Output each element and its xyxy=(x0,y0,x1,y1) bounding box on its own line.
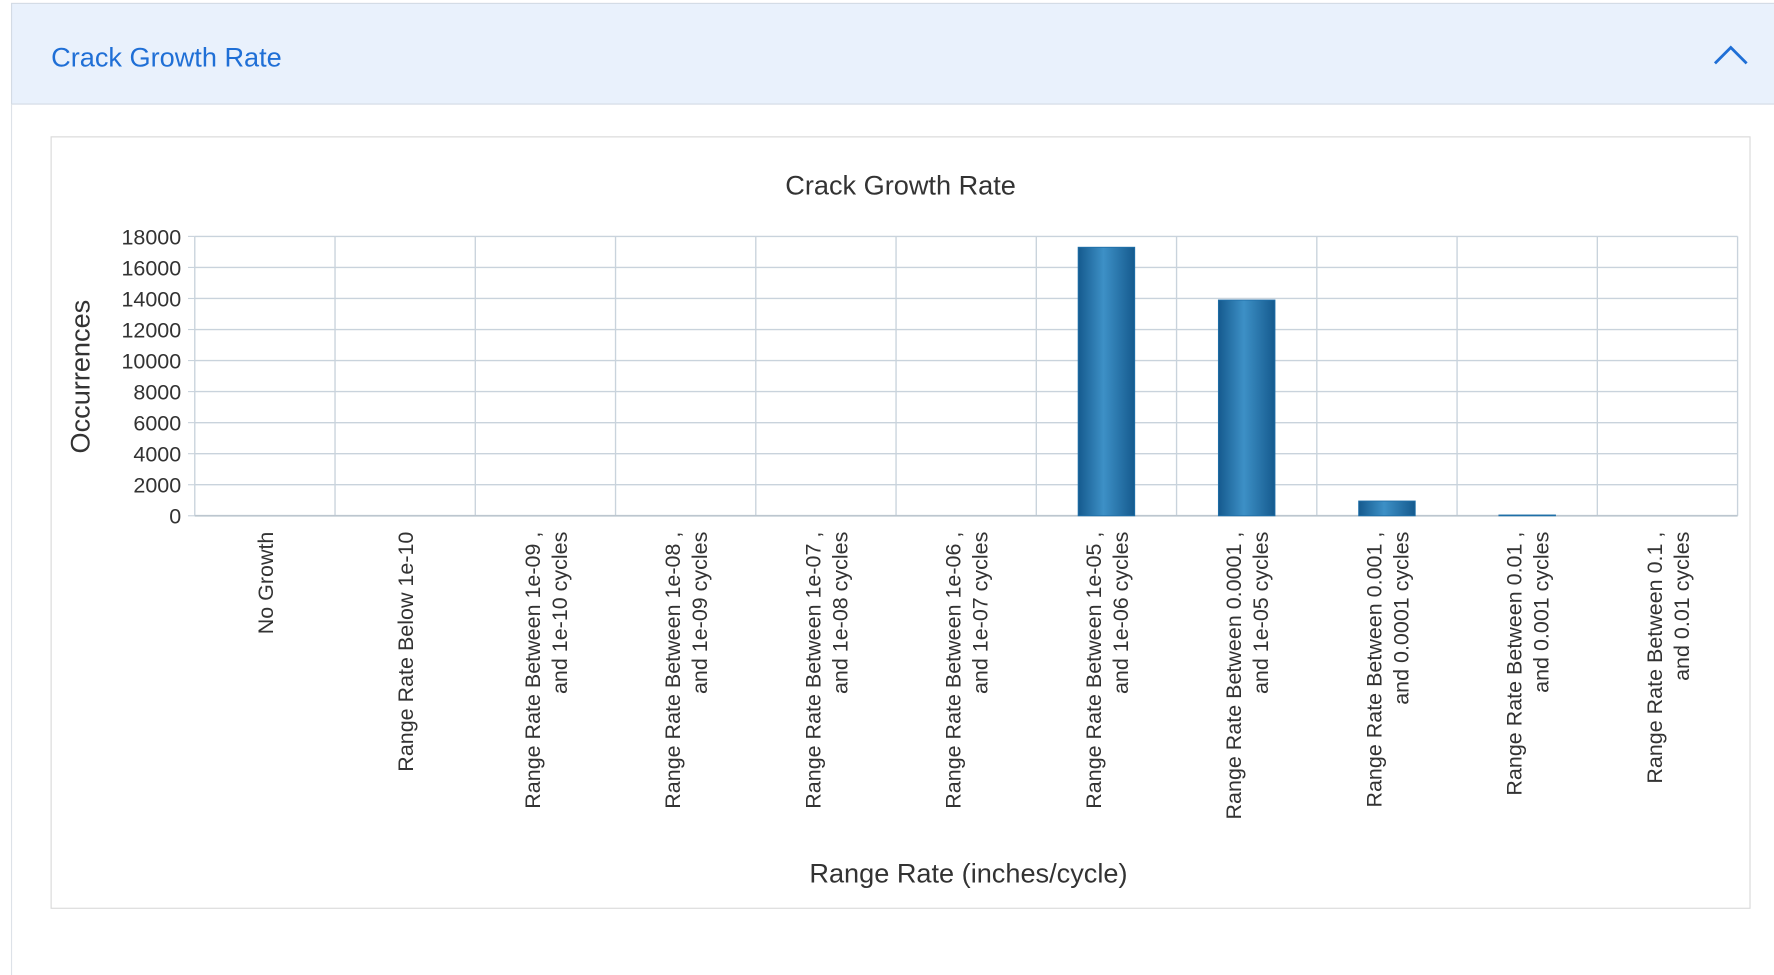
bar xyxy=(1077,246,1136,517)
x-tick-label: Range Rate Between 1e-05 , and 1e-06 cycl… xyxy=(1082,532,1133,809)
x-tick-label-line: and 0.0001 cycles xyxy=(1389,532,1413,705)
x-tick-label: Range Rate Between 0.001 , and 0.0001 cyc… xyxy=(1362,532,1413,808)
y-tick-label: 4000 xyxy=(133,443,181,467)
x-tick-label-line: and 0.01 cycles xyxy=(1670,532,1694,681)
x-tick-label-line: Range Rate Between 1e-07 , xyxy=(801,532,825,809)
y-tick-label: 18000 xyxy=(121,225,181,249)
y-tick-label: 2000 xyxy=(133,474,181,498)
bar xyxy=(1217,299,1276,517)
x-tick-label-line: and 1e-07 cycles xyxy=(969,532,993,694)
x-tick-label-line: and 1e-05 cycles xyxy=(1249,532,1273,694)
x-tick-label-line: Range Rate Between 0.01 , xyxy=(1503,532,1527,796)
x-tick-label-line: Range Rate Between 1e-05 , xyxy=(1082,532,1106,809)
x-tick-label: Range Rate Between 1e-08 , and 1e-09 cycl… xyxy=(661,532,712,809)
x-tick-label-line: Range Rate Between 0.0001 , xyxy=(1222,532,1246,820)
x-tick-label-line: and 1e-09 cycles xyxy=(688,532,712,694)
bar xyxy=(1358,500,1416,517)
x-tick-label-line: Range Rate Between 1e-09 , xyxy=(521,532,545,809)
y-tick-label: 14000 xyxy=(121,287,181,311)
panel-header[interactable] xyxy=(10,2,1774,105)
x-tick-label-line: and 1e-06 cycles xyxy=(1109,532,1133,694)
x-tick-label: Range Rate Below 1e-10 xyxy=(394,532,418,772)
chart-box xyxy=(50,136,1751,909)
x-tick-label: Range Rate Between 1e-07 , and 1e-08 cycl… xyxy=(801,532,852,809)
x-tick-label: Range Rate Between 1e-06 , and 1e-07 cycl… xyxy=(942,532,993,809)
y-tick-label: 12000 xyxy=(121,318,181,342)
collapse-icon[interactable] xyxy=(1713,45,1748,65)
y-tick-label: 0 xyxy=(169,505,181,529)
x-tick-label-line: Range Rate Between 1e-06 , xyxy=(942,532,966,809)
y-tick-label: 16000 xyxy=(121,256,181,280)
panel-title[interactable]: Crack Growth Rate xyxy=(51,42,282,73)
x-tick-label: No Growth xyxy=(254,532,278,635)
x-tick-label-line: Range Rate Between 0.001 , xyxy=(1362,532,1386,808)
x-tick-label-line: No Growth xyxy=(254,532,278,635)
x-tick-label-line: Range Rate Below 1e-10 xyxy=(394,532,418,772)
y-axis-label: Occurrences xyxy=(65,300,96,454)
x-tick-label: Range Rate Between 0.01 , and 0.001 cycle… xyxy=(1503,532,1554,796)
y-tick-label: 8000 xyxy=(133,381,181,405)
bar xyxy=(1498,514,1556,517)
x-tick-label-line: and 1e-08 cycles xyxy=(828,532,852,694)
x-tick-label-line: Range Rate Between 1e-08 , xyxy=(661,532,685,809)
x-tick-label-line: and 1e-10 cycles xyxy=(548,532,572,694)
y-tick-label: 10000 xyxy=(121,349,181,373)
x-tick-label: Range Rate Between 1e-09 , and 1e-10 cycl… xyxy=(521,532,572,809)
x-tick-label: Range Rate Between 0.1 , and 0.01 cycles xyxy=(1643,532,1694,784)
x-tick-label-line: and 0.001 cycles xyxy=(1530,532,1554,693)
y-tick-label: 6000 xyxy=(133,412,181,436)
x-tick-label-line: Range Rate Between 0.1 , xyxy=(1643,532,1667,784)
x-tick-label: Range Rate Between 0.0001 , and 1e-05 cyc… xyxy=(1222,532,1273,820)
chart-title: Crack Growth Rate xyxy=(785,170,1016,201)
x-axis-label: Range Rate (inches/cycle) xyxy=(809,857,1127,888)
